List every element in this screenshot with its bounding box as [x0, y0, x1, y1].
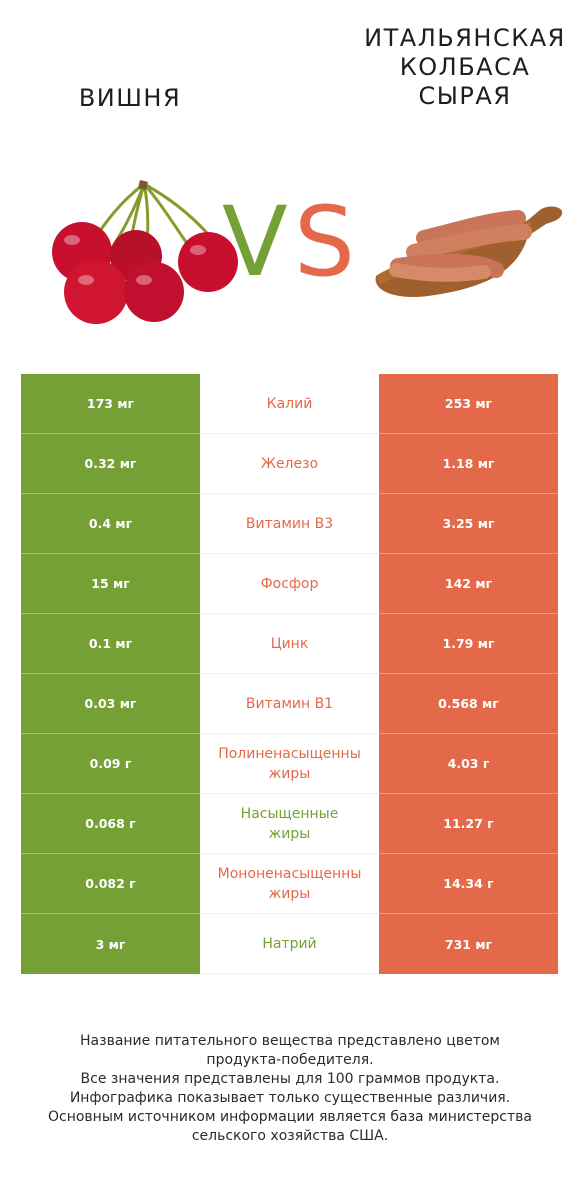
table-row: 173 мг Калий 253 мг	[21, 374, 558, 434]
footer-line: продукта-победителя.	[206, 1052, 374, 1068]
right-value-cell: 253 мг	[379, 374, 558, 434]
nutrient-name-cell: Мононенасыщенны жиры	[200, 854, 379, 914]
left-value-cell: 0.082 г	[21, 854, 200, 914]
table-row: 15 мг Фосфор 142 мг	[21, 554, 558, 614]
table-row: 0.03 мг Витамин B1 0.568 мг	[21, 674, 558, 734]
vs-letter-v: V	[222, 186, 288, 298]
table-row: 0.4 мг Витамин B3 3.25 мг	[21, 494, 558, 554]
right-value-cell: 1.18 мг	[379, 434, 558, 494]
nutrient-name-cell: Натрий	[200, 914, 379, 974]
footer-line: сельского хозяйства США.	[191, 1128, 389, 1144]
product-right-title-line: ИТАЛЬЯНСКАЯ	[364, 24, 566, 52]
comparison-table: 173 мг Калий 253 мг 0.32 мг Железо 1.18 мг 0.4…	[21, 374, 558, 974]
left-value-cell: 0.068 г	[21, 794, 200, 854]
nutrient-name-cell: Полиненасыщенны жиры	[200, 734, 379, 794]
product-right-title-line: КОЛБАСА	[399, 53, 531, 81]
footer-line: Основным источником информации является …	[48, 1109, 532, 1125]
left-value-cell: 0.03 мг	[21, 674, 200, 734]
nutrient-name-cell: Железо	[200, 434, 379, 494]
nutrient-name-cell: Калий	[200, 374, 379, 434]
right-value-cell: 11.27 г	[379, 794, 558, 854]
left-value-cell: 15 мг	[21, 554, 200, 614]
left-value-cell: 3 мг	[21, 914, 200, 974]
right-value-cell: 4.03 г	[379, 734, 558, 794]
right-value-cell: 3.25 мг	[379, 494, 558, 554]
product-right-title: ИТАЛЬЯНСКАЯ КОЛБАСА СЫРАЯ	[360, 24, 570, 111]
table-row: 0.09 г Полиненасыщенны жиры 4.03 г	[21, 734, 558, 794]
table-row: 3 мг Натрий 731 мг	[21, 914, 558, 974]
nutrient-name: Полиненасыщенны жиры	[218, 744, 361, 784]
table-row: 0.32 мг Железо 1.18 мг	[21, 434, 558, 494]
footer-line: Все значения представлены для 100 граммо…	[80, 1071, 500, 1087]
right-value-cell: 1.79 мг	[379, 614, 558, 674]
nutrient-name-line: Мононенасыщенны	[217, 865, 362, 882]
cherry-icon	[52, 180, 238, 324]
left-value-cell: 0.1 мг	[21, 614, 200, 674]
nutrient-name-line: жиры	[268, 885, 311, 902]
nutrient-name-line: Насыщенные	[240, 805, 339, 822]
table-row: 0.082 г Мононенасыщенны жиры 14.34 г	[21, 854, 558, 914]
footer-line: Инфографика показывает только существенн…	[69, 1090, 511, 1106]
nutrient-name: Мононенасыщенны жиры	[218, 864, 362, 904]
footer-note: Название питательного вещества представл…	[0, 1032, 580, 1146]
nutrient-name-line: Полиненасыщенны	[218, 745, 361, 762]
footer-line: Название питательного вещества представл…	[80, 1033, 500, 1049]
right-value-cell: 731 мг	[379, 914, 558, 974]
right-value-cell: 14.34 г	[379, 854, 558, 914]
product-left-title: ВИШНЯ	[78, 84, 182, 112]
left-value-cell: 0.4 мг	[21, 494, 200, 554]
nutrient-name-cell: Фосфор	[200, 554, 379, 614]
left-value-cell: 0.32 мг	[21, 434, 200, 494]
vs-letter-s: S	[294, 186, 355, 298]
left-value-cell: 0.09 г	[21, 734, 200, 794]
nutrient-name-line: жиры	[268, 765, 311, 782]
nutrient-name-cell: Витамин B1	[200, 674, 379, 734]
sausage-board-icon	[375, 206, 563, 298]
nutrient-name-cell: Витамин B3	[200, 494, 379, 554]
table-row: 0.068 г Насыщенные жиры 11.27 г	[21, 794, 558, 854]
right-value-cell: 0.568 мг	[379, 674, 558, 734]
product-right-title-line: СЫРАЯ	[418, 82, 512, 110]
left-value-cell: 173 мг	[21, 374, 200, 434]
nutrient-name: Насыщенные жиры	[241, 804, 339, 844]
nutrient-name-cell: Цинк	[200, 614, 379, 674]
nutrient-name-cell: Насыщенные жиры	[200, 794, 379, 854]
right-value-cell: 142 мг	[379, 554, 558, 614]
table-row: 0.1 мг Цинк 1.79 мг	[21, 614, 558, 674]
nutrient-name-line: жиры	[268, 825, 311, 842]
